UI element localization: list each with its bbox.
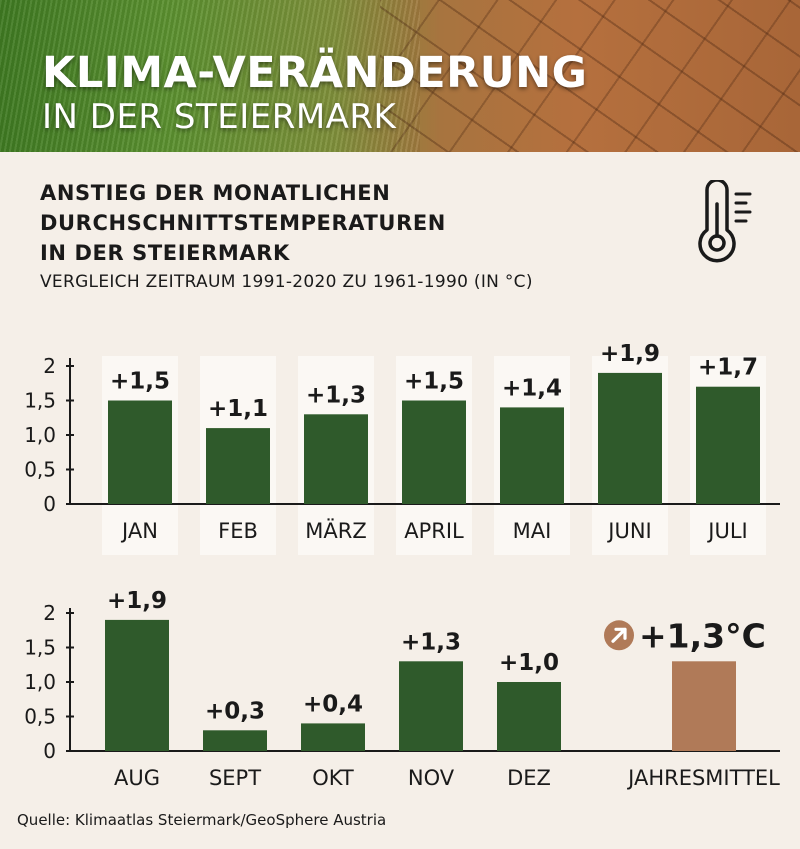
arrow-up-right-icon: [604, 620, 634, 651]
y-tick-label: 1,5: [24, 389, 56, 413]
page-subtitle: IN DER STEIERMARK: [42, 97, 397, 137]
category-label: MÄRZ: [305, 518, 366, 543]
column-band: [102, 356, 178, 555]
bar-value-label: +0,4: [303, 691, 363, 717]
bar-value-label: +1,5: [404, 369, 464, 395]
bar-value-label: +1,1: [208, 396, 268, 422]
bar: [598, 372, 662, 504]
category-label: AUG: [114, 766, 160, 790]
category-label: MAI: [513, 519, 552, 543]
category-label: OKT: [312, 766, 354, 790]
category-label: JAHRESMITTEL: [626, 766, 780, 790]
bar: [206, 428, 270, 504]
bar: [500, 407, 564, 504]
category-label: JAN: [120, 519, 158, 543]
y-tick-label: 1,0: [24, 423, 56, 447]
grass-background: [0, 0, 420, 152]
column-band: [690, 356, 766, 555]
dry-soil-background: [380, 0, 800, 152]
bar-value-label: +1,9: [107, 588, 167, 614]
source-note: Quelle: Klimaatlas Steiermark/GeoSphere …: [17, 811, 387, 829]
y-tick-label: 0: [43, 739, 56, 763]
y-tick-label: 0,5: [24, 458, 56, 482]
column-band: [396, 356, 472, 555]
bar: [497, 682, 561, 751]
arrow-up-right-icon-glyph: [611, 627, 627, 643]
bar-value-label: +1,7: [698, 355, 758, 381]
category-label: JUNI: [606, 519, 651, 543]
category-label: APRIL: [404, 519, 464, 543]
column-band: [298, 356, 374, 555]
bar: [203, 730, 267, 751]
bar-value-label: +1,0: [499, 650, 559, 676]
bar-value-label: +1,9: [600, 341, 660, 367]
chart-title-line: DURCHSCHNITTSTEMPERATUREN: [40, 211, 446, 235]
annual-mean-value-label: +1,3°C: [639, 616, 766, 655]
category-label: FEB: [218, 519, 258, 543]
chart-subtitle: VERGLEICH ZEITRAUM 1991-2020 ZU 1961-199…: [40, 272, 533, 292]
category-label: DEZ: [507, 766, 551, 790]
chart-title-line: IN DER STEIERMARK: [40, 241, 290, 265]
y-tick-label: 1,0: [24, 670, 56, 694]
y-tick-label: 0,5: [24, 705, 56, 729]
chart-title-line: ANSTIEG DER MONATLICHEN: [40, 181, 391, 205]
column-band: [494, 356, 570, 555]
bar-value-label: +1,4: [502, 375, 562, 401]
y-tick-label: 2: [43, 601, 56, 625]
chart-title: ANSTIEG DER MONATLICHEN DURCHSCHNITTSTEM…: [40, 178, 446, 268]
bar: [399, 661, 463, 751]
annual-mean-bar: [672, 661, 736, 751]
category-label: SEPT: [209, 766, 261, 790]
bar: [301, 723, 365, 751]
bar-value-label: +1,5: [110, 369, 170, 395]
y-tick-label: 0: [43, 492, 56, 516]
page-title: KLIMA-VERÄNDERUNG: [42, 48, 588, 98]
bar: [105, 619, 169, 751]
bar-value-label: +1,3: [401, 629, 461, 655]
y-tick-label: 1,5: [24, 636, 56, 660]
category-label: NOV: [408, 766, 455, 790]
header-banner: KLIMA-VERÄNDERUNG IN DER STEIERMARK: [0, 0, 800, 152]
column-band: [592, 356, 668, 555]
category-label: JULI: [706, 519, 747, 543]
bar: [304, 414, 368, 504]
bar: [696, 386, 760, 504]
column-band: [200, 356, 276, 555]
bar: [402, 400, 466, 504]
y-tick-label: 2: [43, 354, 56, 378]
bar-value-label: +1,3: [306, 382, 366, 408]
bar: [108, 400, 172, 504]
thermometer-icon: [698, 180, 752, 263]
bar-value-label: +0,3: [205, 698, 265, 724]
